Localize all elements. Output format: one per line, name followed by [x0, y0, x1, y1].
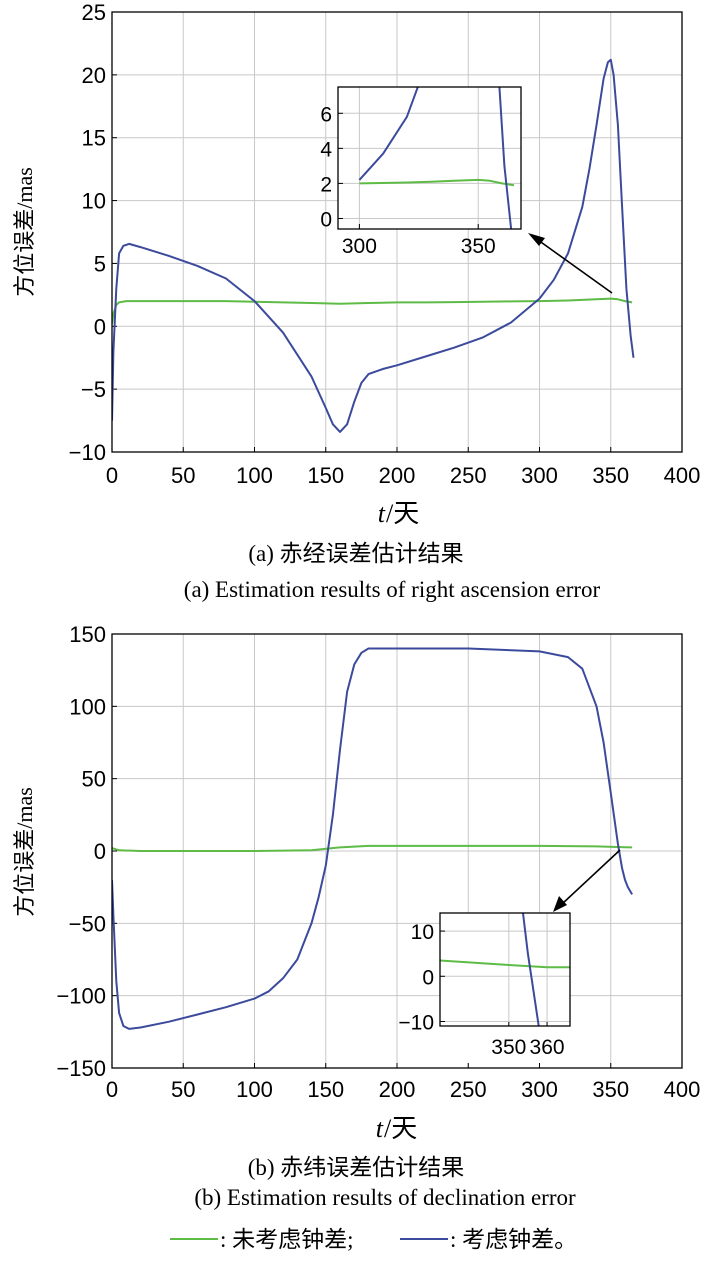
x-tick-label: 250 [450, 1077, 487, 1102]
y-tick-label: 5 [94, 251, 106, 276]
y-tick-label: 6 [320, 103, 332, 126]
panel-b-axes-box [111, 633, 683, 1069]
panel-b-zoom-arrow [553, 849, 621, 912]
y-tick-label: −50 [69, 911, 106, 936]
y-tick-label: 2 [320, 173, 332, 196]
x-tick-label: 200 [379, 463, 416, 488]
panel-b-caption-en: (b) Estimation results of declination er… [194, 1185, 576, 1210]
y-tick-label: 150 [69, 622, 106, 647]
y-tick-label: 25 [82, 0, 106, 25]
panel-a-axes-box [111, 11, 683, 453]
y-tick-label: −5 [81, 377, 106, 402]
panel-b-caption-cn: (b) 赤纬误差估计结果 [248, 1155, 465, 1180]
x-tick-label: 0 [106, 463, 118, 488]
y-tick-label: −100 [56, 984, 106, 1009]
panel-b-inset-box [439, 912, 571, 1027]
x-tick-label: 360 [530, 1036, 565, 1059]
y-tick-label: 0 [422, 966, 434, 989]
panel-a-inset-box [337, 86, 522, 230]
panel-a-zoom-arrow [528, 233, 613, 294]
x-tick-label: 350 [491, 1036, 526, 1059]
legend-label-no-clock: : 未考虑钟差; [220, 1227, 354, 1252]
y-tick-label: 0 [94, 314, 106, 339]
panel-a-y-axis-label: 方位误差/mas [12, 167, 37, 297]
series-line-no_clock [112, 844, 633, 852]
y-tick-label: 10 [411, 921, 434, 944]
y-tick-label: 20 [82, 63, 106, 88]
x-tick-label: 50 [171, 1077, 195, 1102]
x-tick-label: 300 [342, 235, 377, 258]
y-tick-label: −10 [69, 440, 106, 465]
y-tick-label: 15 [82, 126, 106, 151]
panel-b-series [112, 647, 633, 1030]
panel-b-inset-tick-labels: 350 360 −10 0 10 [398, 921, 564, 1059]
x-tick-label: 50 [171, 463, 195, 488]
x-tick-label: 300 [521, 463, 558, 488]
x-tick-label: 350 [461, 235, 496, 258]
panel-a-inset-series [358, 87, 515, 229]
x-tick-label: 400 [664, 1077, 701, 1102]
x-tick-label: 300 [521, 1077, 558, 1102]
panel-b-inset-grid [440, 913, 570, 1026]
inset-series-line-clock [358, 87, 513, 229]
y-tick-label: −150 [56, 1056, 106, 1081]
panel-b-grid [111, 633, 683, 1069]
panel-b-x-axis-label-t: t [376, 1114, 384, 1143]
y-tick-label: 0 [94, 839, 106, 864]
panel-a-inset-tick-labels: 300 350 0 2 4 6 [320, 103, 495, 258]
y-tick-label: 50 [82, 767, 106, 792]
x-tick-label: 350 [592, 1077, 629, 1102]
panel-a-right-ascension: 0 50 100 150 200 250 300 350 400−10−50510152025 … [12, 0, 700, 602]
x-tick-label: 150 [307, 1077, 344, 1102]
x-tick-label: 150 [307, 463, 344, 488]
panel-b-x-axis-label-unit: /天 [384, 1114, 417, 1143]
panel-a-inset: 300 350 0 2 4 6 [320, 86, 522, 258]
legend: : 未考虑钟差; : 考虑钟差。 [170, 1227, 577, 1252]
panel-b-y-axis-label: 方位误差/mas [12, 787, 37, 917]
y-tick-label: 0 [320, 208, 332, 231]
panel-a-series [112, 58, 635, 433]
series-line-clock [112, 58, 635, 433]
inset-series-line-no_clock [359, 178, 515, 187]
inset-series-line-no_clock [440, 959, 570, 969]
y-tick-label: 100 [69, 694, 106, 719]
x-tick-label: 350 [592, 463, 629, 488]
series-line-no_clock [112, 297, 633, 324]
x-tick-label: 100 [236, 1077, 273, 1102]
panel-b-inset-series [440, 913, 570, 1026]
panel-a-caption-cn: (a) 赤经误差估计结果 [248, 541, 463, 566]
x-tick-label: 400 [664, 463, 701, 488]
series-line-clock [112, 647, 633, 1030]
y-tick-label: 10 [82, 189, 106, 214]
panel-a-x-axis-label-unit: /天 [386, 499, 419, 528]
panel-b-declination: 0 50 100 150 200 250 300 350 400−150−100−5005010… [12, 622, 700, 1210]
x-tick-label: 200 [379, 1077, 416, 1102]
panel-b-tick-labels: 0 50 100 150 200 250 300 350 400−150−100−5005010… [56, 622, 700, 1102]
panel-a-caption-en: (a) Estimation results of right ascensio… [184, 577, 601, 602]
y-tick-label: 4 [320, 138, 332, 161]
panel-a-x-axis-label-t: t [378, 499, 386, 528]
x-tick-label: 250 [450, 463, 487, 488]
y-tick-label: −10 [398, 1011, 434, 1034]
legend-label-clock: : 考虑钟差。 [450, 1227, 577, 1252]
x-tick-label: 100 [236, 463, 273, 488]
panel-a-grid [111, 11, 683, 453]
panel-b-inset: 350 360 −10 0 10 [398, 912, 571, 1063]
x-tick-label: 0 [106, 1077, 118, 1102]
